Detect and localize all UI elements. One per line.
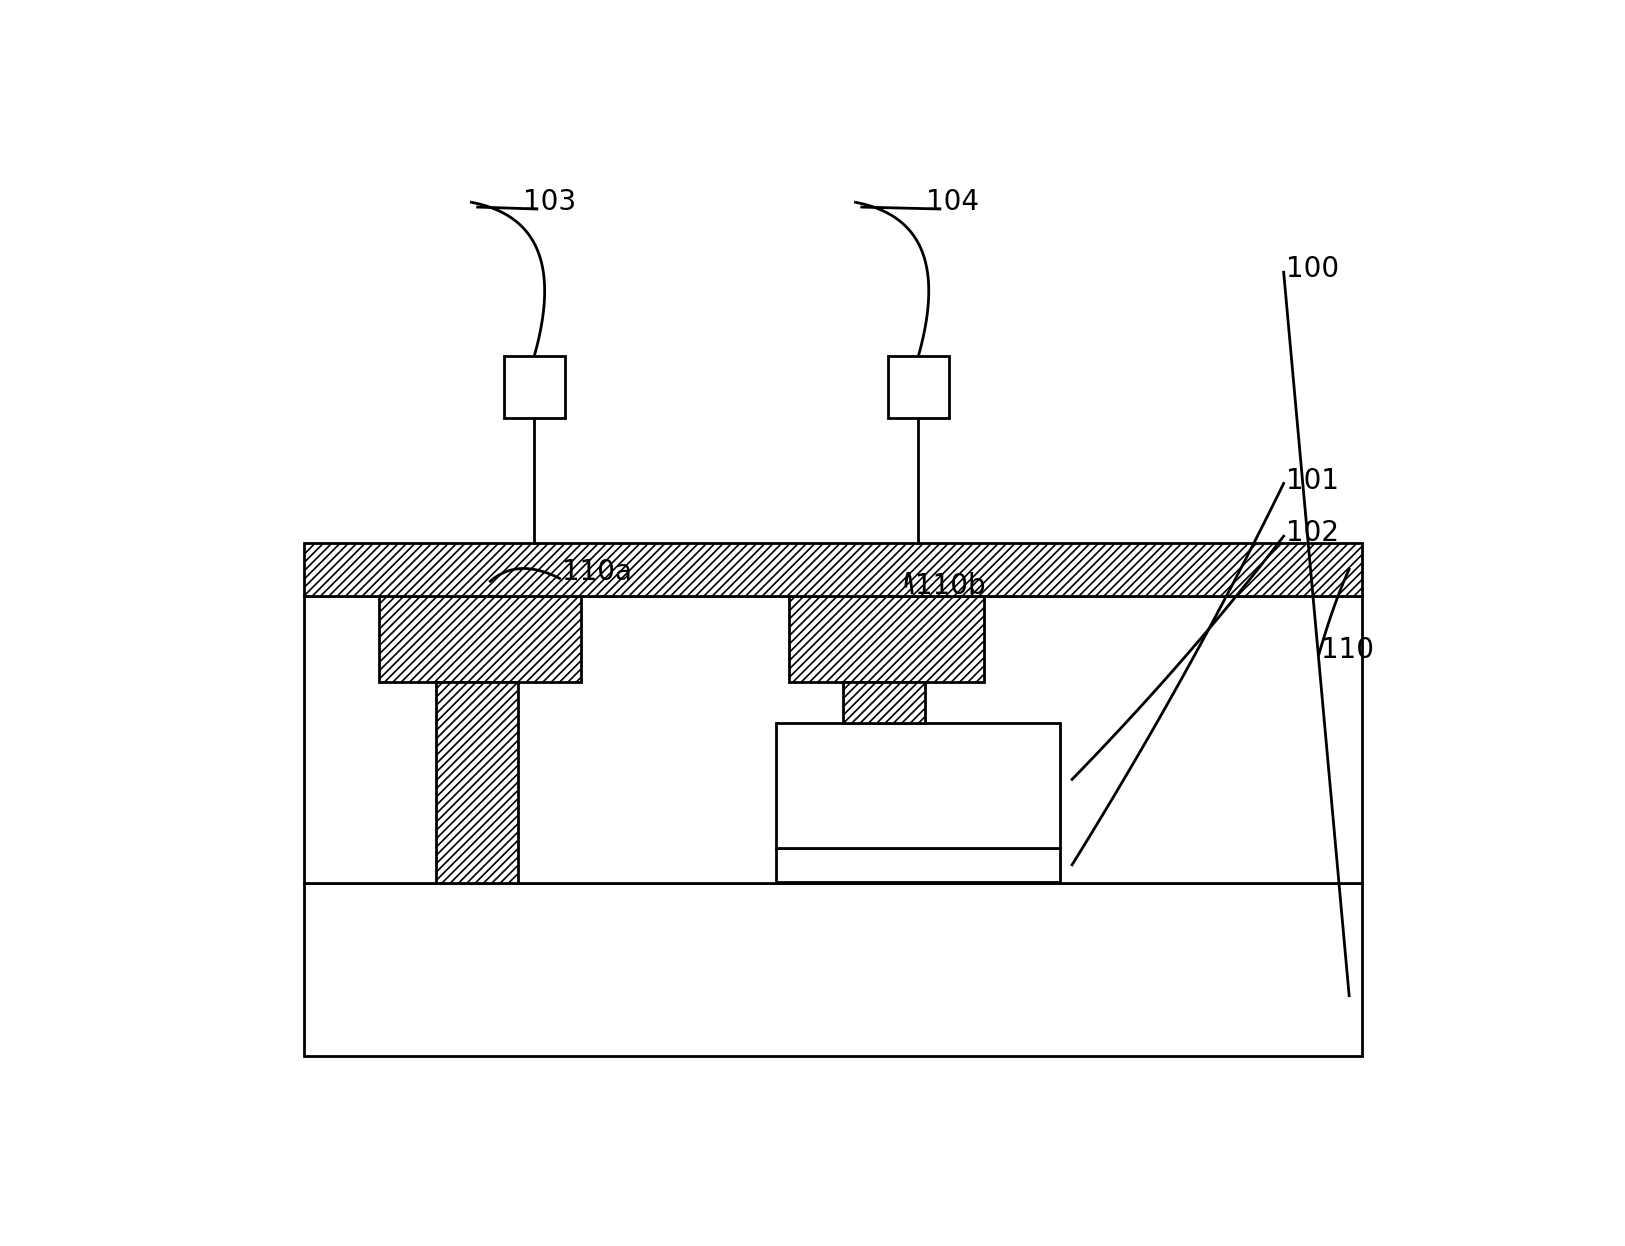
Bar: [304, 596, 1362, 883]
Text: 103: 103: [523, 188, 575, 217]
Bar: [843, 682, 925, 723]
Text: 101: 101: [1287, 466, 1339, 495]
Text: 110: 110: [1321, 637, 1375, 664]
Text: 102: 102: [1287, 520, 1339, 547]
Bar: [777, 849, 1060, 882]
Bar: [436, 682, 518, 883]
Bar: [777, 723, 1060, 849]
Text: 110b: 110b: [915, 572, 985, 601]
Text: 110a: 110a: [562, 558, 632, 586]
Text: 104: 104: [926, 188, 978, 217]
Bar: [788, 596, 985, 682]
Text: 100: 100: [1287, 255, 1339, 283]
Bar: [504, 356, 564, 419]
Bar: [304, 543, 1362, 596]
Bar: [889, 356, 949, 419]
Bar: [380, 596, 582, 682]
Bar: [304, 883, 1362, 1057]
